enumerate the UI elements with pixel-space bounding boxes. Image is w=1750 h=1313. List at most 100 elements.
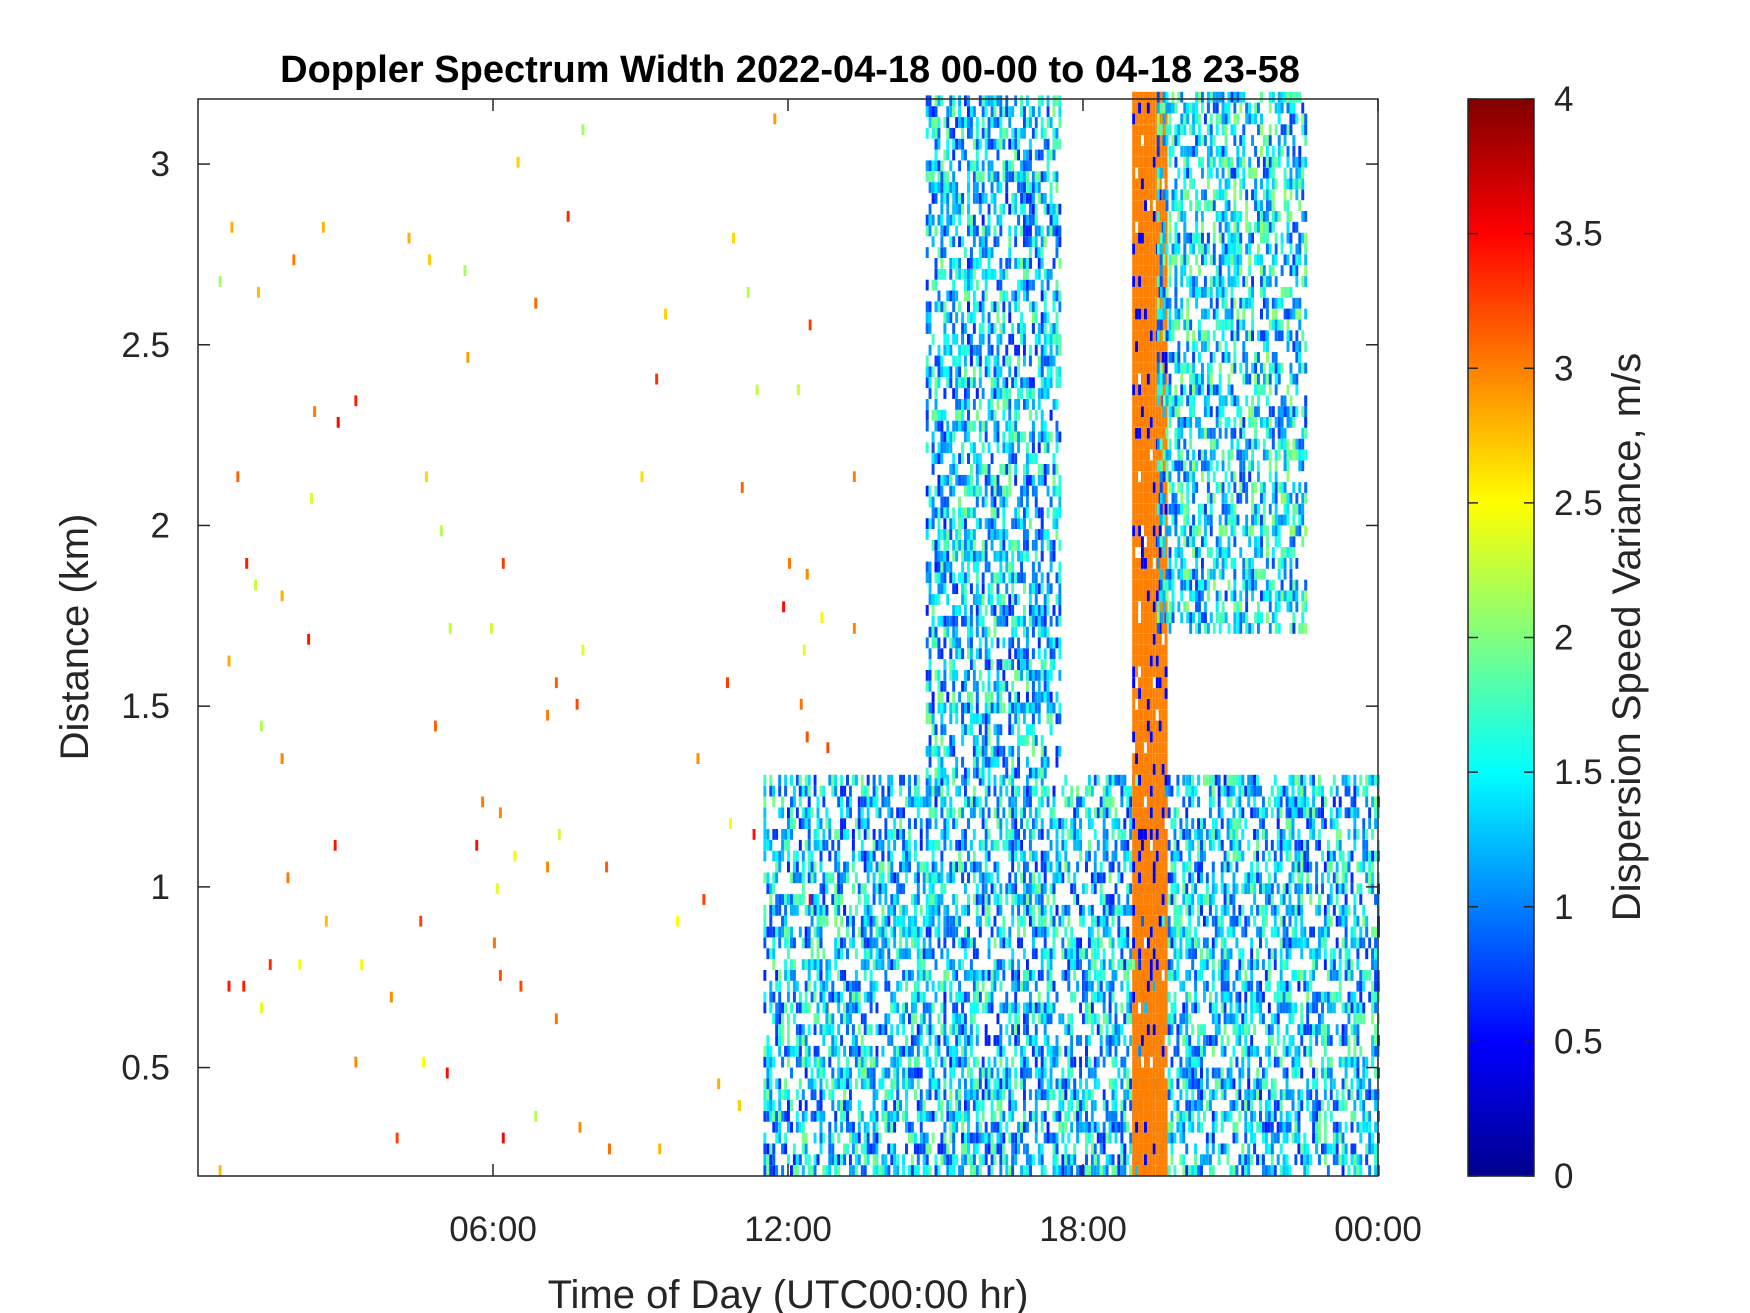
- heatmap-cell: [1350, 1089, 1354, 1101]
- heatmap-cell: [943, 171, 947, 183]
- heatmap-cell: [946, 431, 950, 443]
- heatmap-cell: [1188, 829, 1192, 840]
- heatmap-cell: [1173, 839, 1177, 851]
- heatmap-cell: [928, 312, 932, 323]
- heatmap-cell: [958, 691, 962, 703]
- heatmap-cell: [943, 1067, 947, 1079]
- heatmap-cell: [975, 1165, 979, 1176]
- heatmap-cell: [1353, 926, 1357, 938]
- heatmap-cell: [354, 395, 358, 407]
- heatmap-cell: [958, 1013, 962, 1025]
- heatmap-cell: [972, 507, 976, 519]
- heatmap-cell: [784, 904, 788, 916]
- heatmap-cell: [1214, 774, 1218, 786]
- heatmap-cell: [1238, 915, 1242, 927]
- heatmap-cell: [1247, 1056, 1251, 1068]
- heatmap-cell: [1344, 1024, 1348, 1035]
- heatmap-cell: [1226, 904, 1230, 916]
- heatmap-cell: [952, 279, 956, 291]
- heatmap-cell: [816, 839, 820, 851]
- heatmap-cell: [801, 1132, 805, 1144]
- heatmap-cell: [946, 214, 950, 226]
- heatmap-cell: [967, 1121, 970, 1133]
- heatmap-cell: [1297, 861, 1301, 873]
- heatmap-cell: [902, 1078, 905, 1090]
- heatmap-cell: [1241, 1154, 1245, 1166]
- heatmap-cell: [1182, 980, 1186, 992]
- heatmap-cell: [1303, 850, 1307, 862]
- heatmap-cell: [916, 1100, 920, 1111]
- heatmap-cell: [1368, 1132, 1372, 1144]
- heatmap-cell: [298, 959, 302, 970]
- heatmap-cell: [807, 774, 811, 786]
- heatmap-cell: [831, 894, 835, 905]
- heatmap-cell: [902, 1110, 905, 1122]
- heatmap-cell: [964, 399, 967, 410]
- heatmap-cell: [1253, 807, 1257, 819]
- heatmap-cell: [840, 872, 843, 884]
- heatmap-cell: [804, 839, 808, 851]
- heatmap-cell: [778, 1100, 782, 1111]
- heatmap-cell: [857, 829, 861, 840]
- heatmap-cell: [1020, 807, 1023, 819]
- heatmap-cell: [1321, 1035, 1324, 1046]
- heatmap-cell: [1046, 1078, 1050, 1090]
- heatmap-cell: [1344, 1143, 1348, 1155]
- heatmap-cell: [872, 829, 876, 840]
- heatmap-cell: [1020, 872, 1023, 884]
- heatmap-cell: [1323, 1078, 1327, 1090]
- heatmap-cell: [940, 785, 944, 797]
- heatmap-cell: [1167, 1132, 1171, 1144]
- heatmap-cell: [1111, 1110, 1115, 1122]
- heatmap-cell: [1368, 991, 1372, 1003]
- heatmap-cell: [1326, 1002, 1330, 1014]
- heatmap-cell: [1073, 839, 1077, 851]
- heatmap-cell: [925, 1165, 929, 1176]
- heatmap-cell: [1200, 839, 1203, 851]
- heatmap-cell: [1108, 872, 1112, 884]
- heatmap-cell: [969, 1013, 973, 1025]
- heatmap-cell: [1144, 1002, 1147, 1014]
- heatmap-cell: [1362, 829, 1366, 840]
- heatmap-cell: [967, 1067, 970, 1079]
- heatmap-cell: [972, 1143, 976, 1155]
- heatmap-cell: [1052, 1056, 1056, 1068]
- heatmap-cell: [934, 355, 938, 367]
- heatmap-cell: [1008, 1089, 1012, 1101]
- heatmap-cell: [1087, 980, 1091, 992]
- heatmap-cell: [1052, 937, 1056, 949]
- heatmap-cell: [943, 539, 947, 551]
- heatmap-cell: [860, 1165, 864, 1176]
- heatmap-cell: [1347, 1002, 1351, 1014]
- heatmap-cell: [1167, 807, 1171, 819]
- heatmap-cell: [1105, 904, 1109, 916]
- heatmap-cell: [940, 1132, 944, 1144]
- heatmap-cell: [1309, 774, 1313, 786]
- heatmap-cell: [928, 1067, 932, 1079]
- heatmap-cell: [1073, 948, 1077, 960]
- heatmap-cell: [1037, 915, 1041, 927]
- heatmap-cell: [1315, 1100, 1319, 1111]
- heatmap-cell: [967, 258, 970, 269]
- heatmap-cell: [1279, 839, 1283, 851]
- heatmap-cell: [937, 894, 941, 905]
- heatmap-cell: [1049, 1045, 1053, 1057]
- heatmap-cell: [1064, 1045, 1068, 1057]
- heatmap-cell: [1040, 1121, 1044, 1133]
- heatmap-cell: [1250, 937, 1254, 949]
- heatmap-cell: [975, 1035, 979, 1046]
- heatmap-cell: [1270, 948, 1274, 960]
- heatmap-cell: [863, 1024, 867, 1035]
- heatmap-cell: [781, 796, 785, 808]
- heatmap-cell: [1250, 807, 1254, 819]
- heatmap-cell: [1167, 785, 1171, 797]
- heatmap-cell: [1049, 818, 1053, 829]
- heatmap-cell: [1188, 1067, 1192, 1079]
- heatmap-cell: [1082, 1121, 1085, 1133]
- heatmap-cell: [1244, 1154, 1248, 1166]
- heatmap-cell: [1312, 1100, 1315, 1111]
- heatmap-cell: [1282, 915, 1286, 927]
- heatmap-cell: [834, 1078, 838, 1090]
- heatmap-cell: [1203, 1110, 1206, 1122]
- heatmap-cell: [1099, 1165, 1103, 1176]
